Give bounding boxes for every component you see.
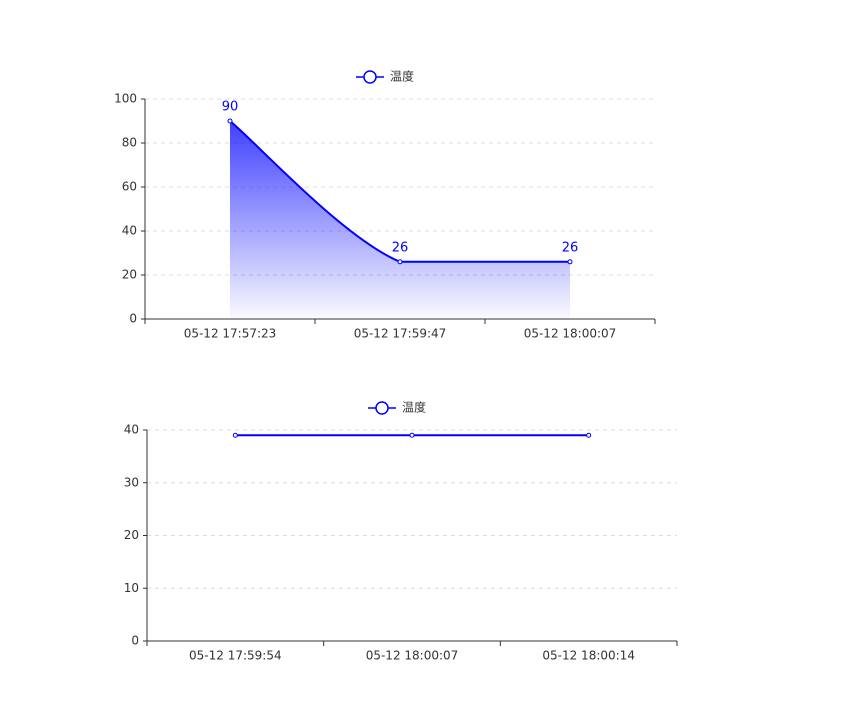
x-tick-label: 05-12 18:00:07 xyxy=(366,649,459,663)
legend-marker xyxy=(363,70,377,84)
legend-marker xyxy=(375,401,389,415)
y-tick-label: 20 xyxy=(122,268,137,282)
y-tick-label: 30 xyxy=(124,475,139,489)
x-tick-label: 05-12 17:59:47 xyxy=(354,327,447,341)
y-tick-label: 0 xyxy=(131,634,139,648)
legend-label: 温度 xyxy=(390,69,414,84)
point xyxy=(232,432,238,438)
y-tick-label: 20 xyxy=(124,528,139,542)
data-label: 26 xyxy=(392,240,409,255)
point xyxy=(397,259,403,265)
y-tick-label: 100 xyxy=(114,92,137,106)
point xyxy=(586,432,592,438)
y-tick-label: 60 xyxy=(122,180,137,194)
area xyxy=(230,121,570,319)
y-tick-label: 40 xyxy=(122,224,137,238)
y-tick-label: 80 xyxy=(122,136,137,150)
y-tick-label: 0 xyxy=(129,312,137,326)
point xyxy=(567,259,573,265)
x-tick-label: 05-12 17:57:23 xyxy=(184,327,277,341)
data-label: 90 xyxy=(222,100,239,115)
data-label: 26 xyxy=(562,240,579,255)
x-tick-label: 05-12 18:00:14 xyxy=(542,649,635,663)
point xyxy=(227,118,233,124)
y-tick-label: 10 xyxy=(124,581,139,595)
x-tick-label: 05-12 18:00:07 xyxy=(524,327,617,341)
x-tick-label: 05-12 17:59:54 xyxy=(189,649,282,663)
y-tick-label: 40 xyxy=(124,423,139,437)
legend-label: 温度 xyxy=(402,400,426,415)
point xyxy=(409,432,415,438)
